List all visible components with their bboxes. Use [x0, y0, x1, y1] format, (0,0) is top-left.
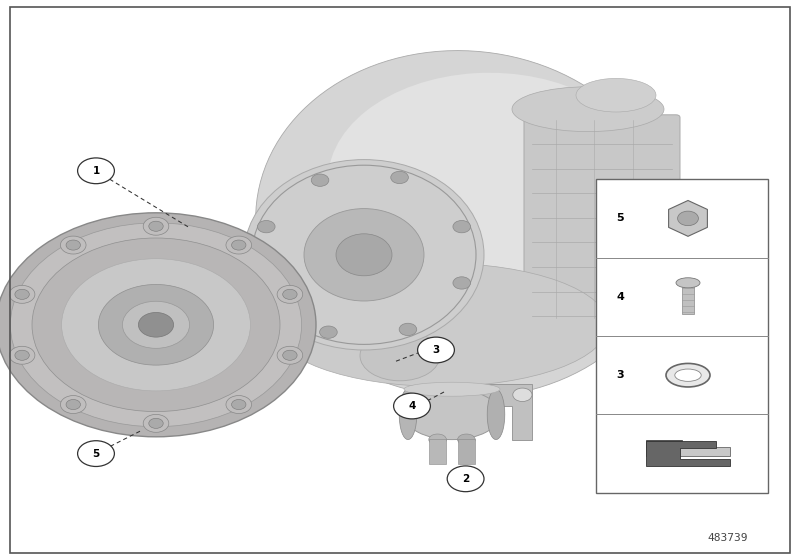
- Ellipse shape: [429, 434, 446, 445]
- Text: 1: 1: [92, 166, 100, 176]
- Circle shape: [10, 223, 302, 427]
- Circle shape: [66, 240, 81, 250]
- Polygon shape: [646, 440, 682, 447]
- Circle shape: [394, 393, 430, 419]
- Ellipse shape: [360, 330, 440, 381]
- Bar: [429, 439, 446, 464]
- Bar: [682, 283, 694, 314]
- Bar: [458, 439, 475, 464]
- Circle shape: [98, 284, 214, 365]
- Circle shape: [226, 236, 251, 254]
- Ellipse shape: [487, 389, 505, 440]
- Polygon shape: [646, 441, 730, 466]
- Circle shape: [231, 240, 246, 250]
- Circle shape: [149, 418, 163, 428]
- Polygon shape: [669, 200, 707, 236]
- Circle shape: [61, 395, 86, 413]
- Circle shape: [138, 312, 174, 337]
- Circle shape: [231, 399, 246, 409]
- Ellipse shape: [666, 363, 710, 387]
- Ellipse shape: [304, 208, 424, 301]
- Circle shape: [282, 350, 297, 360]
- Ellipse shape: [458, 434, 475, 445]
- Circle shape: [447, 466, 484, 492]
- Text: 5: 5: [616, 213, 624, 223]
- Circle shape: [122, 301, 190, 348]
- Circle shape: [78, 441, 114, 466]
- Circle shape: [311, 174, 329, 186]
- Circle shape: [143, 217, 169, 235]
- Circle shape: [226, 395, 251, 413]
- Ellipse shape: [256, 50, 672, 398]
- Circle shape: [61, 236, 86, 254]
- Circle shape: [453, 221, 470, 233]
- Ellipse shape: [576, 78, 656, 112]
- Text: 4: 4: [408, 401, 416, 411]
- Ellipse shape: [676, 278, 700, 288]
- Text: 5: 5: [92, 449, 100, 459]
- Ellipse shape: [336, 234, 392, 276]
- Text: 4: 4: [616, 292, 624, 302]
- Circle shape: [678, 211, 698, 226]
- Ellipse shape: [244, 160, 484, 350]
- Text: 3: 3: [432, 345, 440, 355]
- Circle shape: [62, 259, 250, 391]
- Circle shape: [390, 171, 408, 184]
- Circle shape: [149, 221, 163, 231]
- Circle shape: [10, 286, 35, 304]
- Circle shape: [143, 414, 169, 432]
- Ellipse shape: [404, 389, 500, 440]
- Circle shape: [66, 399, 81, 409]
- Text: 2: 2: [462, 474, 470, 484]
- Circle shape: [10, 346, 35, 364]
- Circle shape: [258, 277, 275, 289]
- Circle shape: [399, 323, 417, 335]
- Polygon shape: [480, 384, 532, 440]
- Bar: [596, 179, 768, 493]
- Polygon shape: [646, 447, 730, 456]
- Circle shape: [513, 388, 532, 402]
- Circle shape: [32, 238, 280, 412]
- Circle shape: [15, 350, 30, 360]
- Ellipse shape: [512, 87, 664, 132]
- Ellipse shape: [404, 382, 500, 396]
- FancyBboxPatch shape: [524, 115, 680, 328]
- Circle shape: [277, 286, 302, 304]
- Circle shape: [0, 213, 316, 437]
- Circle shape: [282, 290, 297, 300]
- Ellipse shape: [328, 73, 648, 286]
- Text: 3: 3: [616, 370, 624, 380]
- Text: 483739: 483739: [707, 533, 748, 543]
- Circle shape: [78, 158, 114, 184]
- Circle shape: [258, 221, 275, 233]
- Ellipse shape: [674, 369, 701, 381]
- Circle shape: [277, 346, 302, 364]
- Ellipse shape: [399, 389, 417, 440]
- Ellipse shape: [272, 263, 608, 386]
- Circle shape: [320, 326, 338, 338]
- Circle shape: [15, 290, 30, 300]
- Circle shape: [418, 337, 454, 363]
- Circle shape: [453, 277, 470, 289]
